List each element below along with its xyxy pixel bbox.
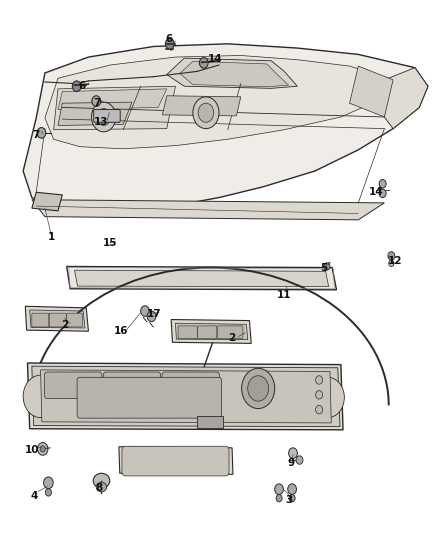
Circle shape: [316, 391, 322, 399]
FancyBboxPatch shape: [198, 326, 217, 338]
Text: 4: 4: [30, 490, 38, 500]
Polygon shape: [180, 61, 289, 87]
FancyBboxPatch shape: [49, 313, 66, 327]
Text: 3: 3: [285, 495, 292, 505]
Polygon shape: [74, 270, 328, 287]
Circle shape: [40, 446, 46, 452]
Text: 6: 6: [165, 34, 173, 44]
Text: 11: 11: [277, 290, 292, 300]
Circle shape: [23, 375, 58, 418]
Polygon shape: [32, 200, 385, 220]
Circle shape: [147, 311, 156, 321]
Polygon shape: [32, 192, 62, 211]
Circle shape: [379, 189, 386, 198]
FancyBboxPatch shape: [77, 377, 222, 418]
Circle shape: [72, 81, 81, 92]
Circle shape: [141, 306, 149, 317]
Polygon shape: [58, 102, 132, 125]
Polygon shape: [167, 58, 297, 88]
Polygon shape: [53, 86, 176, 130]
Text: 1: 1: [48, 232, 55, 243]
Polygon shape: [171, 319, 251, 343]
Polygon shape: [350, 66, 393, 117]
Circle shape: [97, 109, 111, 125]
Polygon shape: [45, 55, 393, 149]
Circle shape: [288, 484, 297, 495]
Text: 7: 7: [32, 130, 40, 140]
Text: 16: 16: [114, 326, 128, 336]
Text: 14: 14: [368, 187, 383, 197]
FancyBboxPatch shape: [103, 372, 161, 399]
Circle shape: [44, 477, 53, 489]
Polygon shape: [119, 447, 233, 474]
Circle shape: [289, 448, 297, 458]
Circle shape: [199, 58, 208, 68]
Circle shape: [388, 252, 395, 260]
Polygon shape: [162, 96, 241, 116]
Polygon shape: [28, 363, 343, 430]
Polygon shape: [67, 266, 336, 290]
Circle shape: [316, 376, 322, 384]
FancyBboxPatch shape: [217, 326, 243, 338]
Text: 9: 9: [287, 458, 294, 467]
Ellipse shape: [96, 482, 107, 492]
Circle shape: [92, 96, 101, 107]
Polygon shape: [30, 310, 85, 328]
Circle shape: [248, 376, 268, 401]
Polygon shape: [197, 416, 223, 428]
Ellipse shape: [93, 473, 110, 488]
FancyBboxPatch shape: [67, 313, 82, 327]
Circle shape: [166, 38, 174, 49]
Circle shape: [296, 456, 303, 464]
Circle shape: [276, 495, 282, 502]
FancyBboxPatch shape: [178, 326, 197, 338]
Circle shape: [311, 377, 344, 418]
Circle shape: [316, 406, 322, 414]
Polygon shape: [385, 68, 428, 128]
Text: 7: 7: [93, 98, 101, 108]
Text: 6: 6: [78, 81, 85, 91]
Text: 17: 17: [146, 309, 161, 319]
Polygon shape: [32, 366, 340, 426]
Polygon shape: [25, 306, 88, 331]
Polygon shape: [176, 323, 248, 340]
Circle shape: [379, 180, 386, 188]
Circle shape: [37, 127, 46, 138]
Text: 2: 2: [61, 320, 68, 330]
Text: 13: 13: [94, 117, 109, 127]
Polygon shape: [58, 89, 167, 110]
Circle shape: [289, 495, 295, 502]
FancyBboxPatch shape: [162, 372, 219, 399]
Text: 2: 2: [229, 333, 236, 343]
FancyBboxPatch shape: [122, 446, 229, 476]
Text: 10: 10: [25, 446, 39, 456]
Circle shape: [324, 263, 330, 270]
Text: 8: 8: [95, 483, 103, 493]
FancyBboxPatch shape: [94, 110, 120, 122]
FancyBboxPatch shape: [32, 313, 49, 327]
FancyBboxPatch shape: [45, 372, 102, 399]
Text: 12: 12: [388, 256, 403, 266]
Circle shape: [38, 442, 48, 455]
Circle shape: [242, 368, 275, 409]
Text: 14: 14: [207, 54, 222, 63]
Polygon shape: [23, 44, 428, 214]
Circle shape: [389, 260, 394, 266]
Polygon shape: [41, 370, 331, 423]
Circle shape: [92, 102, 116, 132]
Circle shape: [275, 484, 283, 495]
Circle shape: [198, 103, 214, 122]
Circle shape: [193, 97, 219, 128]
Text: 5: 5: [320, 263, 327, 272]
Text: 15: 15: [103, 238, 117, 248]
Circle shape: [46, 489, 51, 496]
